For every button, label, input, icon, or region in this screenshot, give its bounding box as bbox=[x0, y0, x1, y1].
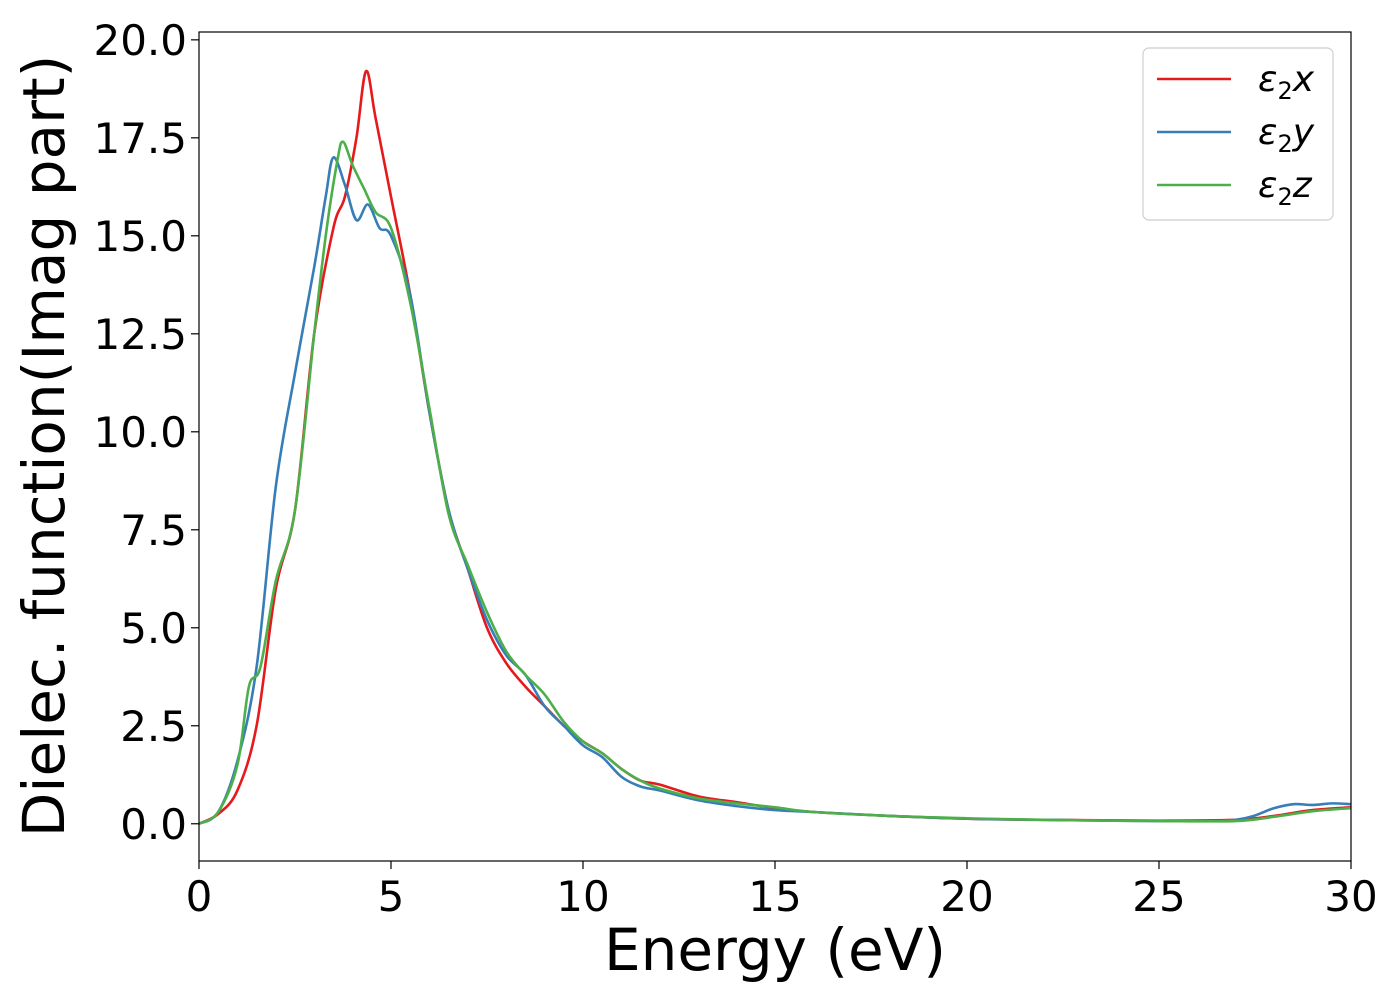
legend-label-y: ε2y bbox=[1258, 112, 1315, 158]
y-axis: 0.0 2.5 5.0 7.5 10.0 12.5 15.0 17.5 20.0 bbox=[93, 16, 199, 849]
x-tick-label: 30 bbox=[1324, 872, 1377, 921]
legend-label-z: ε2z bbox=[1258, 165, 1313, 211]
y-tick-label: 17.5 bbox=[93, 114, 187, 163]
y-axis-title: Dielec. function(Imag part) bbox=[10, 55, 78, 838]
x-tick-label: 0 bbox=[186, 872, 213, 921]
y-tick-label: 12.5 bbox=[93, 310, 187, 359]
series-layer bbox=[198, 69, 1352, 825]
y-tick-label: 2.5 bbox=[120, 702, 187, 751]
x-axis: 0 5 10 15 20 25 30 bbox=[186, 861, 1378, 921]
x-axis-title: Energy (eV) bbox=[604, 916, 946, 984]
y-tick-label: 5.0 bbox=[120, 604, 187, 653]
legend-box bbox=[1142, 47, 1334, 221]
y-tick-label: 7.5 bbox=[120, 506, 187, 555]
x-tick-label: 20 bbox=[940, 872, 993, 921]
x-tick-label: 25 bbox=[1132, 872, 1185, 921]
x-tick-label: 5 bbox=[378, 872, 405, 921]
x-tick-label: 15 bbox=[748, 872, 801, 921]
y-tick-label: 15.0 bbox=[93, 212, 187, 261]
x-tick-label: 10 bbox=[556, 872, 609, 921]
y-tick-label: 10.0 bbox=[93, 408, 187, 457]
series-line-z bbox=[198, 140, 1352, 825]
y-tick-label: 20.0 bbox=[93, 16, 187, 65]
y-tick-label: 0.0 bbox=[120, 800, 187, 849]
legend-label-x: ε2x bbox=[1258, 59, 1315, 105]
legend: ε2x ε2y ε2z bbox=[1142, 47, 1334, 221]
